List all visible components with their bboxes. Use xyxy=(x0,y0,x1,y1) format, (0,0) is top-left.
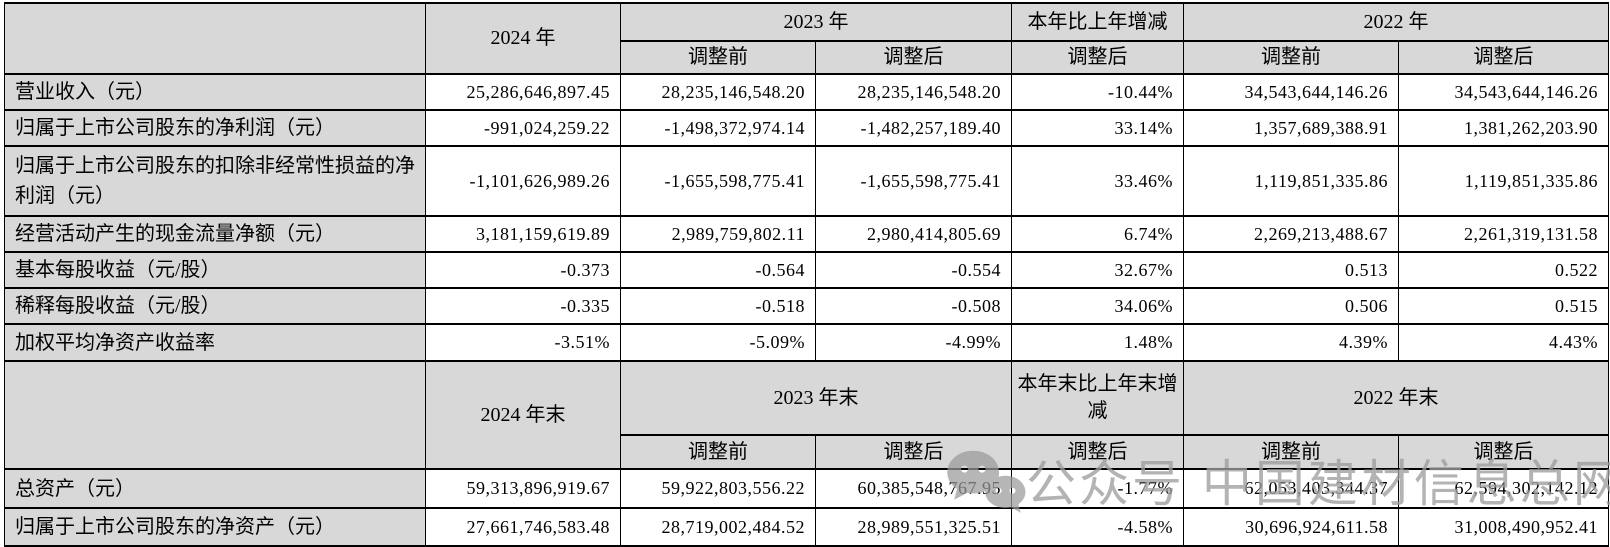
financial-summary-table: 2024 年 2023 年 本年比上年增减 2022 年 调整前 调整后 调整后… xyxy=(4,2,1609,547)
row-label: 归属于上市公司股东的净利润（元） xyxy=(4,109,426,147)
header-row-adjust: 调整前 调整后 调整后 调整前 调整后 xyxy=(5,434,1609,470)
cell-2022-before: 34,543,644,146.26 xyxy=(1183,73,1399,111)
cell-2023-after: 2,980,414,805.69 xyxy=(815,215,1012,253)
header-2023-end: 2023 年末 xyxy=(620,360,1012,436)
table-row: 加权平均净资产收益率 -3.51% -5.09% -4.99% 1.48% 4.… xyxy=(4,323,1609,362)
cell-2024: -0.335 xyxy=(425,287,621,325)
header-2022-after: 调整后 xyxy=(1398,40,1609,75)
row-label: 总资产（元） xyxy=(4,468,426,509)
header-2022-before: 调整前 xyxy=(1183,434,1399,470)
cell-2023-before: 59,922,803,556.22 xyxy=(620,468,816,509)
cell-2023-after: -1,482,257,189.40 xyxy=(815,109,1012,147)
row-label: 稀释每股收益（元/股） xyxy=(4,287,426,325)
header-change-after: 调整后 xyxy=(1011,434,1184,470)
cell-change: 34.06% xyxy=(1011,287,1184,325)
row-label: 基本每股收益（元/股） xyxy=(4,251,426,289)
cell-2022-before: 0.513 xyxy=(1183,251,1399,289)
row-label: 营业收入（元） xyxy=(4,73,426,111)
cell-2024: -1,101,626,989.26 xyxy=(425,145,621,217)
cell-2023-before: -1,655,598,775.41 xyxy=(620,145,816,217)
header-2023-before: 调整前 xyxy=(620,40,816,75)
cell-2023-before: 28,719,002,484.52 xyxy=(620,507,816,547)
cell-2023-before: -1,498,372,974.14 xyxy=(620,109,816,147)
row-label: 归属于上市公司股东的净资产（元） xyxy=(4,507,426,547)
cell-2023-after: 28,989,551,325.51 xyxy=(815,507,1012,547)
table-row: 总资产（元） 59,313,896,919.67 59,922,803,556.… xyxy=(4,468,1609,509)
cell-2022-after: 31,008,490,952.41 xyxy=(1398,507,1609,547)
header-row-yearend: 2024 年末 2023 年末 本年末比上年末增减 2022 年末 xyxy=(4,360,1609,470)
cell-change: -10.44% xyxy=(1011,73,1184,111)
cell-2022-before: 30,696,924,611.58 xyxy=(1183,507,1399,547)
table-row: 稀释每股收益（元/股） -0.335 -0.518 -0.508 34.06% … xyxy=(4,287,1609,325)
table-row: 营业收入（元） 25,286,646,897.45 28,235,146,548… xyxy=(4,73,1609,111)
cell-2022-before: 2,269,213,488.67 xyxy=(1183,215,1399,253)
cell-2024: 59,313,896,919.67 xyxy=(425,468,621,509)
cell-2024: 3,181,159,619.89 xyxy=(425,215,621,253)
cell-change: -1.77% xyxy=(1011,468,1184,509)
header-row-adjust: 调整前 调整后 调整后 调整前 调整后 xyxy=(5,40,1609,75)
table-row: 基本每股收益（元/股） -0.373 -0.564 -0.554 32.67% … xyxy=(4,251,1609,289)
header-2023-after: 调整后 xyxy=(815,40,1012,75)
cell-2023-before: 28,235,146,548.20 xyxy=(620,73,816,111)
cell-2022-after: 4.43% xyxy=(1398,323,1609,362)
header-2022-before: 调整前 xyxy=(1183,40,1399,75)
cell-2023-after: -0.554 xyxy=(815,251,1012,289)
cell-2024: 25,286,646,897.45 xyxy=(425,73,621,111)
cell-2022-before: 4.39% xyxy=(1183,323,1399,362)
cell-2023-after: -1,655,598,775.41 xyxy=(815,145,1012,217)
cell-change: 32.67% xyxy=(1011,251,1184,289)
cell-2022-after: 62,594,302,142.12 xyxy=(1398,468,1609,509)
corner-cell xyxy=(4,2,426,75)
header-row-years: 2024 年 2023 年 本年比上年增减 2022 年 xyxy=(4,2,1609,75)
cell-change: 1.48% xyxy=(1011,323,1184,362)
cell-2022-after: 34,543,644,146.26 xyxy=(1398,73,1609,111)
table-row: 经营活动产生的现金流量净额（元） 3,181,159,619.89 2,989,… xyxy=(4,215,1609,253)
header-2022: 2022 年 xyxy=(1183,2,1609,42)
cell-2023-after: 28,235,146,548.20 xyxy=(815,73,1012,111)
row-label: 加权平均净资产收益率 xyxy=(4,323,426,362)
cell-2022-before: 0.506 xyxy=(1183,287,1399,325)
cell-2022-before: 1,357,689,388.91 xyxy=(1183,109,1399,147)
cell-2023-before: 2,989,759,802.11 xyxy=(620,215,816,253)
header-yearend-change: 本年末比上年末增减 xyxy=(1011,360,1184,436)
cell-2023-after: 60,385,548,767.95 xyxy=(815,468,1012,509)
cell-2023-before: -0.518 xyxy=(620,287,816,325)
cell-change: -4.58% xyxy=(1011,507,1184,547)
header-2023-before: 调整前 xyxy=(620,434,816,470)
cell-2023-after: -4.99% xyxy=(815,323,1012,362)
row-label: 经营活动产生的现金流量净额（元） xyxy=(4,215,426,253)
cell-change: 6.74% xyxy=(1011,215,1184,253)
row-label: 归属于上市公司股东的扣除非经常性损益的净利润（元） xyxy=(4,145,426,217)
cell-2024: -3.51% xyxy=(425,323,621,362)
cell-2022-after: 0.522 xyxy=(1398,251,1609,289)
cell-2023-before: -0.564 xyxy=(620,251,816,289)
cell-2024: -0.373 xyxy=(425,251,621,289)
corner-cell xyxy=(4,360,426,470)
cell-2022-after: 1,381,262,203.90 xyxy=(1398,109,1609,147)
header-2023-after: 调整后 xyxy=(815,434,1012,470)
header-2022-end: 2022 年末 xyxy=(1183,360,1609,436)
cell-2022-after: 2,261,319,131.58 xyxy=(1398,215,1609,253)
table-row: 归属于上市公司股东的扣除非经常性损益的净利润（元） -1,101,626,989… xyxy=(4,145,1609,217)
header-change-after: 调整后 xyxy=(1011,40,1184,75)
cell-2022-before: 1,119,851,335.86 xyxy=(1183,145,1399,217)
header-change: 本年比上年增减 xyxy=(1011,2,1184,42)
cell-change: 33.46% xyxy=(1011,145,1184,217)
header-2022-after: 调整后 xyxy=(1398,434,1609,470)
header-2023: 2023 年 xyxy=(620,2,1012,42)
header-2024-end: 2024 年末 xyxy=(425,360,621,470)
table-row: 归属于上市公司股东的净资产（元） 27,661,746,583.48 28,71… xyxy=(4,507,1609,547)
table-row: 归属于上市公司股东的净利润（元） -991,024,259.22 -1,498,… xyxy=(4,109,1609,147)
cell-2022-after: 1,119,851,335.86 xyxy=(1398,145,1609,217)
cell-2024: 27,661,746,583.48 xyxy=(425,507,621,547)
header-2024: 2024 年 xyxy=(425,2,621,75)
cell-2022-before: 62,053,403,344.37 xyxy=(1183,468,1399,509)
cell-2023-after: -0.508 xyxy=(815,287,1012,325)
cell-2023-before: -5.09% xyxy=(620,323,816,362)
cell-2024: -991,024,259.22 xyxy=(425,109,621,147)
cell-2022-after: 0.515 xyxy=(1398,287,1609,325)
cell-change: 33.14% xyxy=(1011,109,1184,147)
